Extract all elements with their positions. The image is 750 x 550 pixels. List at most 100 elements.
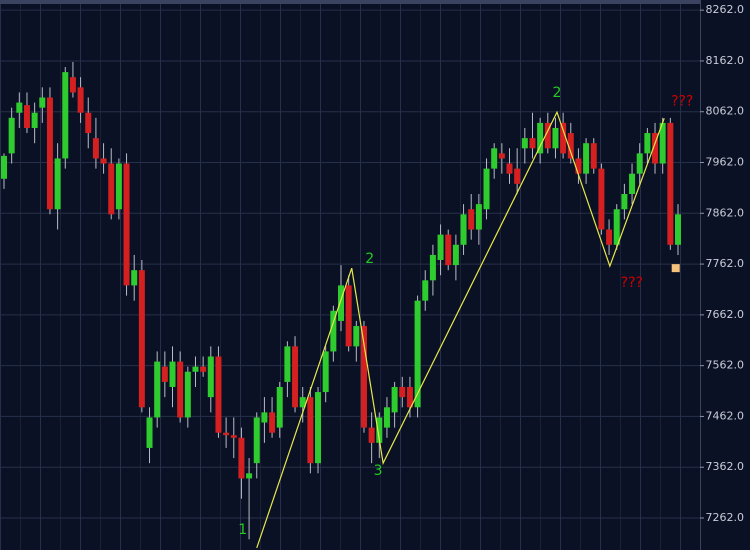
candle-body xyxy=(583,143,590,174)
zigzag-label: ??? xyxy=(671,93,693,109)
candle-body xyxy=(138,270,145,408)
candle-body xyxy=(606,229,613,245)
candle-body xyxy=(437,234,444,261)
candle-body xyxy=(92,138,99,159)
candle-body xyxy=(560,122,567,154)
candle-body xyxy=(368,427,375,443)
candle-body xyxy=(223,432,230,436)
candle-body xyxy=(207,356,214,398)
candle-body xyxy=(299,397,306,408)
candle-body xyxy=(330,310,337,352)
candle-body xyxy=(16,102,23,113)
candle-body xyxy=(192,366,199,372)
candle-body xyxy=(391,386,398,413)
candle-body xyxy=(85,112,92,134)
candle-body xyxy=(315,392,322,464)
candle-body xyxy=(123,163,130,286)
candle-body xyxy=(567,133,574,159)
zigzag-label: ??? xyxy=(621,275,643,291)
candle-body xyxy=(491,148,498,169)
candle-body xyxy=(23,105,30,128)
candle-body xyxy=(422,280,429,301)
candle-body xyxy=(353,326,360,347)
price-marker xyxy=(671,264,680,273)
candle-body xyxy=(345,285,352,347)
top-bar xyxy=(0,0,700,4)
candle-body xyxy=(452,244,459,266)
candle-body xyxy=(644,133,651,154)
candle-body xyxy=(200,366,207,372)
candle-body xyxy=(184,371,191,418)
candle-body xyxy=(652,133,659,164)
zigzag-line xyxy=(256,110,665,549)
y-tick-label: 7762.0 xyxy=(706,257,745,270)
candle-body xyxy=(276,386,283,428)
candle-body xyxy=(544,122,551,149)
candle-body xyxy=(131,270,138,286)
axis-area xyxy=(700,0,750,550)
candle-body xyxy=(475,204,482,230)
candle-body xyxy=(284,346,291,382)
candle-body xyxy=(292,346,299,408)
y-tick-label: 8162.0 xyxy=(706,54,745,67)
candle-body xyxy=(399,386,406,398)
candle-body xyxy=(161,366,168,382)
candle-body xyxy=(154,361,161,418)
candle-body xyxy=(62,72,69,159)
candle-body xyxy=(598,168,605,230)
candle-body xyxy=(514,168,521,184)
candle-body xyxy=(322,351,329,393)
candle-body xyxy=(383,407,390,428)
candle-body xyxy=(636,153,643,174)
candle-body xyxy=(590,143,597,169)
candle-body xyxy=(177,361,184,418)
candle-body xyxy=(1,155,7,179)
candle-body xyxy=(246,473,253,479)
candle-body xyxy=(46,97,53,210)
y-tick-label: 7662.0 xyxy=(706,308,745,321)
zigzag-label: 2 xyxy=(365,251,374,267)
candle-body xyxy=(521,138,528,149)
candle-body xyxy=(31,112,38,128)
candle-body xyxy=(108,163,115,215)
candle-body xyxy=(169,361,176,387)
zigzag-label: 2 xyxy=(553,85,562,101)
y-tick-label: 7362.0 xyxy=(706,460,745,473)
zigzag-label: 1 xyxy=(238,522,247,538)
candle-body xyxy=(506,163,513,174)
candle-body xyxy=(468,209,475,230)
candle-body xyxy=(529,138,536,149)
y-tick-label: 7962.0 xyxy=(706,156,745,169)
candle-body xyxy=(675,214,681,245)
candle-body xyxy=(69,77,76,93)
candle-body xyxy=(338,285,344,321)
y-tick-label: 7462.0 xyxy=(706,409,745,422)
candle-body xyxy=(659,122,666,164)
candle-body xyxy=(537,122,544,154)
candle-body xyxy=(307,397,314,464)
candle-body xyxy=(406,386,413,408)
candle-body xyxy=(483,168,490,210)
candle-body xyxy=(621,193,628,210)
candle-body xyxy=(100,158,107,164)
candle-body xyxy=(39,97,46,108)
candle-body xyxy=(613,209,620,245)
candle-body xyxy=(460,214,467,245)
candle-body xyxy=(253,417,260,464)
y-tick-label: 7262.0 xyxy=(706,511,745,524)
candle-body xyxy=(629,173,636,194)
y-tick-label: 8262.0 xyxy=(706,3,745,16)
y-tick-label: 8062.0 xyxy=(706,105,745,118)
candle-body xyxy=(445,234,452,266)
y-tick-label: 7862.0 xyxy=(706,206,745,219)
candle-body xyxy=(146,417,153,448)
candle-body xyxy=(238,437,245,479)
candle-body xyxy=(414,300,421,408)
candle-body xyxy=(667,122,674,245)
candle-body xyxy=(552,127,559,149)
candle-body xyxy=(575,158,582,174)
candle-body xyxy=(429,254,436,281)
candle-body xyxy=(376,417,383,443)
